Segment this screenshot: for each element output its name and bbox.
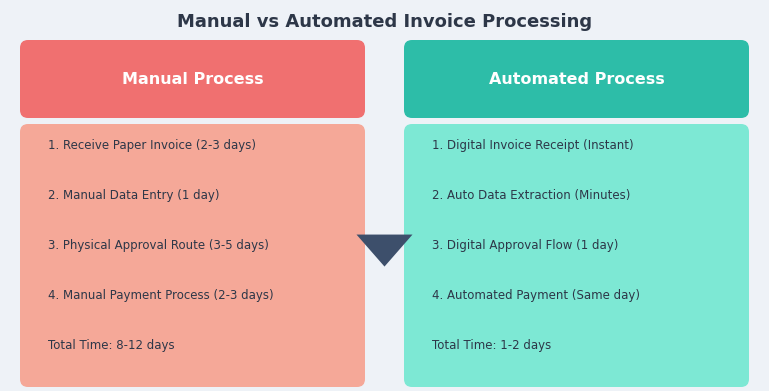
Text: 4. Automated Payment (Same day): 4. Automated Payment (Same day) [432,289,640,302]
Text: Total Time: 1-2 days: Total Time: 1-2 days [432,339,551,352]
Text: 1. Receive Paper Invoice (2-3 days): 1. Receive Paper Invoice (2-3 days) [48,138,256,151]
Text: Manual vs Automated Invoice Processing: Manual vs Automated Invoice Processing [177,13,592,31]
Polygon shape [357,235,412,267]
FancyBboxPatch shape [20,40,365,118]
Text: 1. Digital Invoice Receipt (Instant): 1. Digital Invoice Receipt (Instant) [432,138,634,151]
Text: 4. Manual Payment Process (2-3 days): 4. Manual Payment Process (2-3 days) [48,289,274,302]
Text: Automated Process: Automated Process [488,72,664,86]
Text: 2. Manual Data Entry (1 day): 2. Manual Data Entry (1 day) [48,189,219,202]
FancyBboxPatch shape [20,124,365,387]
Text: 2. Auto Data Extraction (Minutes): 2. Auto Data Extraction (Minutes) [432,189,631,202]
Text: 3. Digital Approval Flow (1 day): 3. Digital Approval Flow (1 day) [432,239,618,252]
Text: Total Time: 8-12 days: Total Time: 8-12 days [48,339,175,352]
Text: Manual Process: Manual Process [122,72,263,86]
Text: 3. Physical Approval Route (3-5 days): 3. Physical Approval Route (3-5 days) [48,239,269,252]
FancyBboxPatch shape [404,40,749,118]
FancyBboxPatch shape [404,124,749,387]
